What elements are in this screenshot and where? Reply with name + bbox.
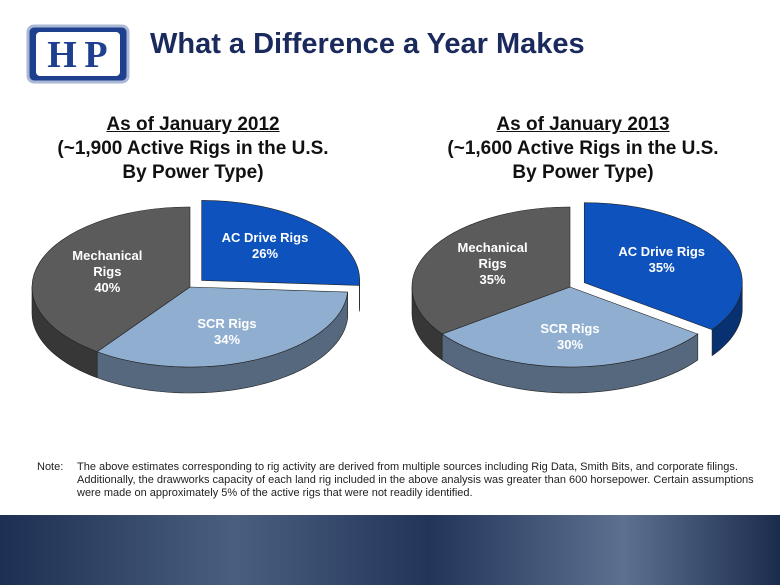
- slice-name: SCR Rigs: [540, 320, 600, 336]
- slice-label: AC Drive Rigs 26%: [210, 230, 320, 262]
- slice-value: 35%: [648, 260, 675, 276]
- slice-value: 35%: [479, 272, 506, 288]
- slice-value: 26%: [251, 246, 279, 262]
- slice-label: Mechanical Rigs 40%: [67, 248, 147, 296]
- slice-value: 34%: [213, 331, 241, 347]
- slice-label: Mechanical Rigs 35%: [453, 240, 533, 288]
- slide-title: What a Difference a Year Makes: [150, 28, 585, 60]
- chart-subtitle: (~1,900 Active Rigs in the U.S.: [57, 138, 329, 159]
- chart-title: As of January 2012 (~1,900 Active Rigs in…: [28, 113, 358, 185]
- logo-letter: H: [47, 34, 77, 76]
- slice-name: Mechanical Rigs: [72, 247, 143, 279]
- slice-name: AC Drive Rigs: [221, 230, 309, 246]
- slice-top: [411, 206, 571, 335]
- slice-name: Mechanical Rigs: [457, 240, 528, 272]
- slice-value: 40%: [94, 279, 121, 295]
- chart-heading: As of January 2013: [496, 114, 670, 135]
- note: Note: The above estimates corresponding …: [37, 461, 757, 500]
- pie-slice: [583, 202, 743, 357]
- logo-letter: P: [84, 34, 107, 76]
- chart-subtitle: By Power Type): [512, 162, 654, 183]
- note-label: Note:: [37, 461, 64, 473]
- slice-top: [201, 200, 360, 286]
- slice-top: [31, 206, 191, 353]
- pie-slice: [201, 200, 360, 312]
- slice-label: AC Drive Rigs 35%: [607, 244, 717, 276]
- slice-top: [441, 286, 699, 368]
- chart-subtitle: (~1,600 Active Rigs in the U.S.: [447, 138, 719, 159]
- pie-slice: [96, 286, 349, 394]
- photo-strip: [0, 515, 780, 585]
- logo: H P: [26, 24, 130, 84]
- slice-name: AC Drive Rigs: [618, 244, 706, 260]
- slice-value: 30%: [556, 336, 584, 352]
- slice-top: [96, 286, 349, 368]
- slice-label: SCR Rigs 30%: [525, 321, 615, 353]
- chart-title: As of January 2013 (~1,600 Active Rigs in…: [418, 113, 748, 185]
- slice-name: SCR Rigs: [197, 315, 257, 331]
- pie-slice: [411, 206, 571, 361]
- note-text: The above estimates corresponding to rig…: [77, 461, 754, 499]
- slice-top: [583, 202, 743, 331]
- chart-subtitle: By Power Type): [122, 162, 264, 183]
- pie-slice: [31, 206, 191, 379]
- chart-heading: As of January 2012: [106, 114, 280, 135]
- slice-label: SCR Rigs 34%: [182, 316, 272, 348]
